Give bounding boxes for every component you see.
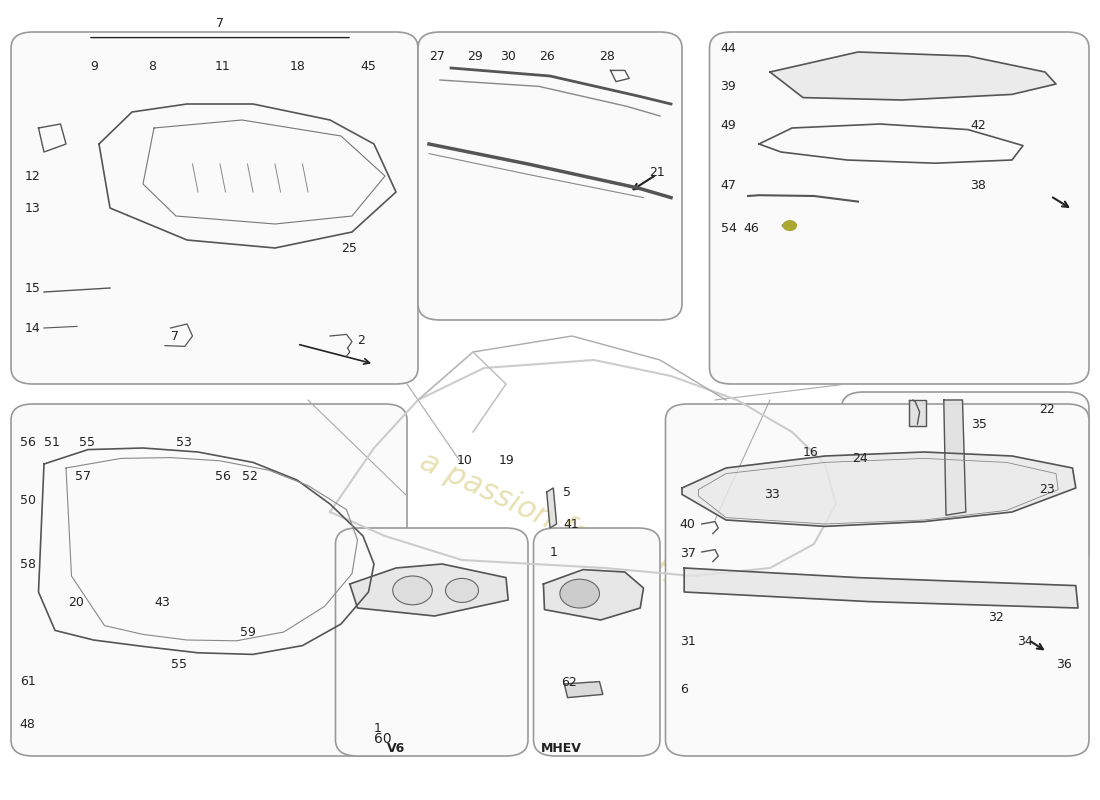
Text: 39: 39 [720,80,736,93]
Text: 16: 16 [803,446,818,458]
Text: 18: 18 [289,60,305,73]
Polygon shape [564,682,603,698]
Text: 45: 45 [361,60,376,73]
Text: 49: 49 [720,119,736,132]
Text: 29: 29 [468,50,483,62]
Text: 28: 28 [600,50,615,62]
Text: 44: 44 [720,42,736,54]
Text: 51: 51 [44,436,59,449]
Text: 20: 20 [68,596,84,609]
Text: 62: 62 [561,676,576,689]
Text: 54: 54 [720,222,736,234]
FancyBboxPatch shape [336,528,528,756]
FancyBboxPatch shape [710,32,1089,384]
FancyBboxPatch shape [418,32,682,320]
Text: 35: 35 [971,418,987,430]
Text: 1: 1 [374,722,382,734]
Text: 22: 22 [1040,403,1055,416]
Text: 61: 61 [20,675,35,688]
Polygon shape [547,488,557,528]
Text: 10: 10 [456,454,472,466]
Circle shape [446,578,478,602]
Text: 48: 48 [20,718,35,730]
Text: 33: 33 [764,488,780,501]
Text: 1: 1 [550,546,558,558]
Text: 42: 42 [970,119,986,132]
Text: 23: 23 [1040,483,1055,496]
Text: 6: 6 [680,683,688,696]
Text: 13: 13 [24,202,40,214]
FancyBboxPatch shape [11,32,418,384]
Text: 55: 55 [79,436,96,449]
Circle shape [393,576,432,605]
Polygon shape [770,52,1056,100]
Text: 53: 53 [176,436,191,449]
Text: 43: 43 [154,596,169,609]
Text: 25: 25 [341,242,356,254]
Circle shape [560,579,600,608]
Text: 59: 59 [240,626,255,638]
Text: 8: 8 [148,60,156,73]
Text: 5: 5 [563,486,571,498]
Text: 14: 14 [24,322,40,334]
Text: 52: 52 [242,470,257,482]
Text: 55: 55 [170,658,187,670]
Text: 21: 21 [649,166,664,179]
Text: 11: 11 [214,60,230,73]
Text: 37: 37 [680,547,695,560]
Text: 24: 24 [852,452,868,465]
Text: 19: 19 [498,454,514,466]
Text: 27: 27 [429,50,444,62]
Text: 60: 60 [374,732,392,746]
Text: 30: 30 [500,50,516,62]
Polygon shape [543,570,644,620]
Text: 41: 41 [563,518,579,530]
Text: 57: 57 [75,470,91,482]
FancyBboxPatch shape [11,404,407,756]
Text: 9: 9 [90,60,98,73]
Text: 12: 12 [24,170,40,182]
Text: a passion for parts: a passion for parts [415,446,685,594]
Text: 46: 46 [744,222,759,234]
Text: 56: 56 [20,436,35,449]
Text: 15: 15 [24,282,40,294]
Polygon shape [350,564,508,616]
Text: 47: 47 [720,179,736,192]
Polygon shape [684,568,1078,608]
Text: 7: 7 [216,18,224,30]
Text: V6: V6 [387,742,405,755]
Text: 38: 38 [970,179,986,192]
FancyBboxPatch shape [666,404,1089,756]
Polygon shape [682,452,1076,526]
Text: 36: 36 [1056,658,1071,670]
Text: 31: 31 [680,635,695,648]
Text: 34: 34 [1018,635,1033,648]
Text: 50: 50 [20,494,36,506]
Text: 26: 26 [539,50,554,62]
FancyBboxPatch shape [842,392,1089,568]
Text: 2: 2 [358,334,365,346]
Polygon shape [909,400,926,426]
Text: 32: 32 [988,611,1003,624]
Text: 40: 40 [680,518,695,530]
Polygon shape [944,400,966,515]
Text: MHEV: MHEV [540,742,582,755]
Text: 7: 7 [170,330,178,342]
Text: 58: 58 [20,558,36,570]
Circle shape [783,221,796,230]
FancyBboxPatch shape [534,528,660,756]
Text: 56: 56 [214,470,230,482]
